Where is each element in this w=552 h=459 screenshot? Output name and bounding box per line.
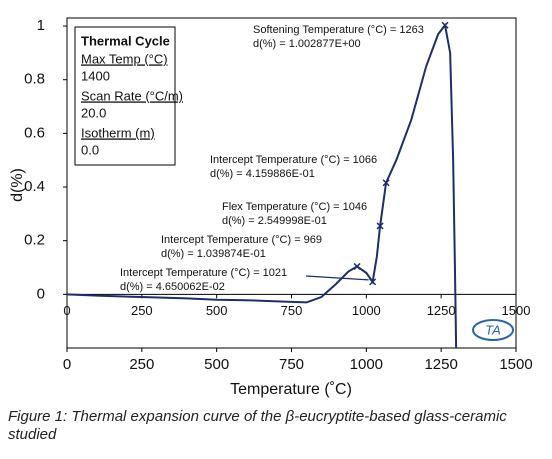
info-label: Scan Rate (°C/m) — [81, 88, 183, 103]
inner-x-tick-label: 1250 — [427, 303, 456, 318]
y-tick-label: 1 — [37, 17, 45, 34]
info-label: Isotherm (m) — [81, 125, 155, 140]
y-tick-label: 0.4 — [24, 178, 45, 195]
inner-x-tick-label: 0 — [63, 303, 70, 318]
y-tick-label: 0 — [37, 285, 45, 302]
y-tick-label: 0.2 — [24, 232, 45, 249]
inner-x-tick-label: 750 — [281, 303, 303, 318]
inner-x-tick-label: 250 — [131, 303, 153, 318]
x-axis-label: Temperature (˚C) — [230, 381, 352, 398]
annotation-arrow — [305, 275, 369, 281]
info-label: Max Temp (°C) — [81, 51, 168, 66]
info-title: Thermal Cycle — [81, 33, 170, 48]
annotation-text: d(%) = 4.650062E-02 — [120, 281, 225, 293]
info-value: 1400 — [81, 68, 110, 83]
y-tick-label: 0.6 — [24, 124, 45, 141]
inner-x-tick-label: 1500 — [502, 303, 531, 318]
x-tick-label: 1500 — [499, 356, 532, 373]
annotation-text: d(%) = 1.039874E-01 — [161, 248, 266, 260]
annotation-text: d(%) = 2.549998E-01 — [222, 215, 327, 227]
logo-swoosh — [472, 319, 514, 341]
annotation-text: d(%) = 4.159886E-01 — [210, 168, 315, 180]
annotation-marker — [376, 222, 384, 230]
annotation-marker — [369, 278, 377, 286]
info-value: 20.0 — [81, 105, 106, 120]
caption: Figure 1: Thermal expansion curve of the… — [8, 408, 507, 443]
logo-text: TA — [485, 322, 501, 337]
inner-x-tick-label: 500 — [206, 303, 228, 318]
info-box — [74, 26, 176, 166]
chart: d(%) Temperature (˚C) Thermal Cycle TA 0… — [9, 17, 532, 398]
annotation-text: Intercept Temperature (°C) = 1021 — [120, 267, 287, 279]
x-tick-label: 0 — [63, 356, 71, 373]
annotation-text: Intercept Temperature (°C) = 969 — [161, 234, 322, 246]
annotation-text: Flex Temperature (°C) = 1046 — [222, 201, 367, 213]
y-axis-label: d(%) — [9, 168, 26, 202]
x-tick-label: 250 — [129, 356, 154, 373]
x-tick-label: 1000 — [350, 356, 383, 373]
annotation-marker — [441, 21, 449, 29]
annotation-text: Intercept Temperature (°C) = 1066 — [210, 154, 377, 166]
logo: TA — [472, 319, 514, 341]
x-tick-label: 750 — [279, 356, 304, 373]
y-tick-label: 0.8 — [24, 71, 45, 88]
inner-x-tick-label: 1000 — [352, 303, 381, 318]
x-tick-label: 1250 — [424, 356, 457, 373]
annotation-text: d(%) = 1.002877E+00 — [253, 38, 361, 50]
annotation-text: Softening Temperature (°C) = 1263 — [253, 24, 424, 36]
annotation-marker — [382, 179, 390, 187]
x-tick-label: 500 — [204, 356, 229, 373]
annotation-marker — [353, 262, 361, 270]
info-value: 0.0 — [81, 142, 99, 157]
